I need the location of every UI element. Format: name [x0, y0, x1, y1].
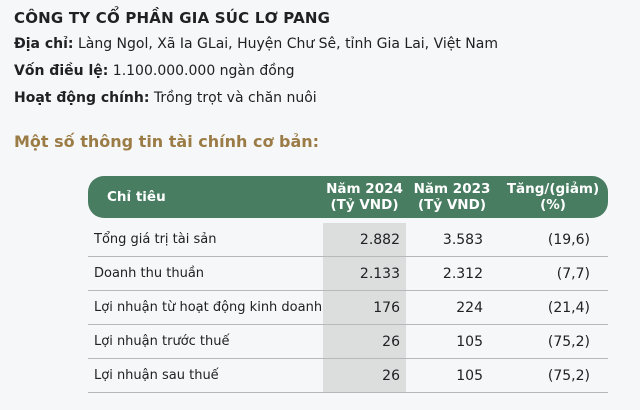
header-cell-criteria: Chỉ tiêu [88, 189, 323, 205]
cell-2024: 176 [323, 291, 406, 324]
row-label: Doanh thu thuần [94, 266, 205, 281]
cell-2024: 26 [323, 359, 406, 392]
cell-change: (7,7) [556, 265, 590, 282]
table-header-row: Chỉ tiêu Năm 2024 (Tỷ VND) Năm 2023 (Tỷ … [88, 176, 608, 218]
header-2024-line2: (Tỷ VND) [330, 197, 399, 213]
header-change-line1: Tăng/(giảm) [506, 181, 600, 197]
header-cell-change: Tăng/(giảm) (%) [498, 181, 608, 213]
charter-capital-line: Vốn điều lệ: 1.100.000.000 ngàn đồng [14, 62, 626, 80]
row-label: Lợi nhuận từ hoạt động kinh doanh [94, 300, 323, 315]
cell-change: (75,2) [547, 367, 590, 384]
cell-2023: 105 [456, 333, 483, 350]
header-2023-line2: (Tỷ VND) [417, 197, 486, 213]
table-row: Lợi nhuận trước thuế 26 105 (75,2) [88, 325, 608, 359]
row-label: Lợi nhuận trước thuế [94, 334, 230, 349]
header-change-line2: (%) [540, 197, 566, 213]
table-row: Lợi nhuận sau thuế 26 105 (75,2) [88, 359, 608, 393]
main-activity-label: Hoạt động chính: [14, 90, 150, 106]
cell-change: (19,6) [547, 231, 590, 248]
main-activity-value: Trồng trọt và chăn nuôi [153, 90, 317, 106]
table-row: Doanh thu thuần 2.133 2.312 (7,7) [88, 257, 608, 291]
table-row: Tổng giá trị tài sản 2.882 3.583 (19,6) [88, 223, 608, 257]
header-2024-line1: Năm 2024 [326, 181, 403, 197]
cell-change: (21,4) [547, 299, 590, 316]
charter-capital-label: Vốn điều lệ: [14, 63, 109, 79]
cell-change: (75,2) [547, 333, 590, 350]
row-label: Lợi nhuận sau thuế [94, 368, 219, 383]
header-criteria-line1: Chỉ tiêu [107, 189, 166, 205]
cell-2024: 2.882 [323, 223, 406, 256]
charter-capital-value: 1.100.000.000 ngàn đồng [112, 63, 295, 79]
cell-2023: 3.583 [442, 231, 483, 248]
header-2023-line1: Năm 2023 [413, 181, 491, 197]
cell-2024: 26 [323, 325, 406, 358]
address-label: Địa chỉ: [14, 36, 74, 52]
header-cell-year-2024: Năm 2024 (Tỷ VND) [323, 181, 406, 213]
main-activity-line: Hoạt động chính: Trồng trọt và chăn nuôi [14, 89, 626, 107]
company-address-line: Địa chỉ: Làng Ngol, Xã Ia GLai, Huyện Ch… [14, 35, 626, 53]
address-value: Làng Ngol, Xã Ia GLai, Huyện Chư Sê, tỉn… [77, 36, 498, 52]
header-cell-year-2023: Năm 2023 (Tỷ VND) [406, 181, 498, 213]
cell-2023: 224 [456, 299, 483, 316]
row-label: Tổng giá trị tài sản [94, 232, 217, 247]
financial-table: Chỉ tiêu Năm 2024 (Tỷ VND) Năm 2023 (Tỷ … [88, 176, 608, 393]
cell-2023: 2.312 [442, 265, 483, 282]
table-row: Lợi nhuận từ hoạt động kinh doanh 176 22… [88, 291, 608, 325]
section-heading: Một số thông tin tài chính cơ bản: [14, 132, 320, 151]
cell-2024: 2.133 [323, 257, 406, 290]
company-name: CÔNG TY CỔ PHẦN GIA SÚC LƠ PANG [14, 9, 331, 27]
table-body: Tổng giá trị tài sản 2.882 3.583 (19,6) … [88, 223, 608, 393]
cell-2023: 105 [456, 367, 483, 384]
